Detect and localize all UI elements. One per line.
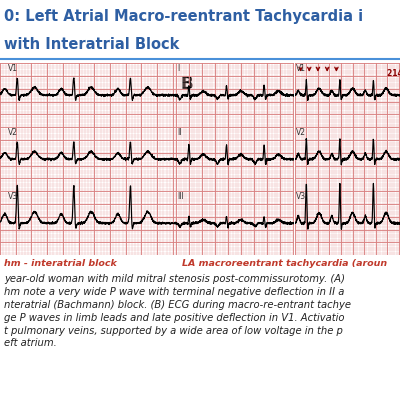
Text: V2: V2 <box>296 128 306 137</box>
Text: II: II <box>177 128 182 137</box>
Text: hm - interatrial block: hm - interatrial block <box>4 259 117 268</box>
Text: 214 /m: 214 /m <box>387 68 400 77</box>
Text: year-old woman with mild mitral stenosis post-commissurotomy. (A)
hm note a very: year-old woman with mild mitral stenosis… <box>4 274 351 348</box>
Text: with Interatrial Block: with Interatrial Block <box>4 37 179 52</box>
Text: V2: V2 <box>8 128 18 137</box>
Text: V1: V1 <box>8 64 18 73</box>
Text: V1: V1 <box>296 64 306 73</box>
Text: V3: V3 <box>296 192 306 201</box>
Text: B: B <box>180 75 193 93</box>
Text: 0: Left Atrial Macro-reentrant Tachycardia i: 0: Left Atrial Macro-reentrant Tachycard… <box>4 9 363 24</box>
Text: LA macroreentrant tachycardia (aroun: LA macroreentrant tachycardia (aroun <box>182 259 387 268</box>
Text: III: III <box>177 192 184 201</box>
Text: I: I <box>177 64 180 73</box>
Text: V3: V3 <box>8 192 18 201</box>
